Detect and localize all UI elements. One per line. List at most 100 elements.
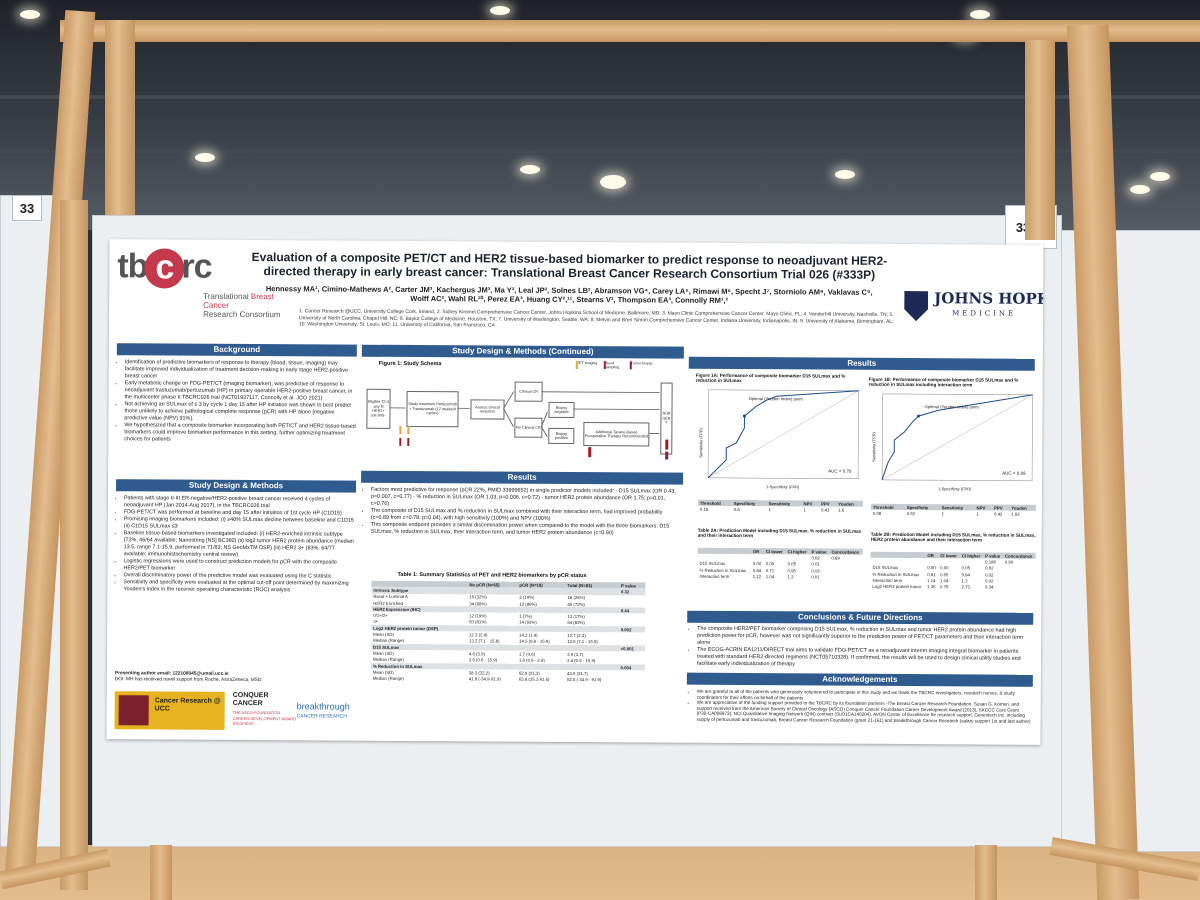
disclosure: DOI: MH has received travel support from… [114, 677, 262, 684]
ucc-logo: Cancer Research @ UCC [114, 691, 225, 730]
methods-item: Logistic regressions were used to constr… [124, 558, 356, 573]
wood-post [105, 20, 135, 215]
ceiling-light [600, 175, 626, 189]
ack-item: We are appreciative of the funding suppo… [697, 700, 1031, 724]
conclusions-item: The ECOG-ACRIN EA1211/DIRECT trial aims … [697, 647, 1031, 670]
ceiling-light [1150, 172, 1170, 181]
table-row: 0.18 0.6 1 1 0.41 1.6 [698, 506, 863, 513]
ceiling-light [970, 10, 990, 19]
fig1a-table: Threshold Specificity Sensitivity NPV PPV You… [697, 499, 863, 514]
table2a-title: Table 2A: Prediction Model including D15… [697, 527, 862, 539]
study-design-header: Study Design & Methods [115, 479, 357, 493]
flow-connectors [389, 391, 660, 438]
pet-arrow-icon [399, 361, 578, 434]
fig1b-title: Figure 1B: Performance of composite biom… [868, 376, 1019, 388]
poster-title: Evaluation of a composite PET/CT and HER… [251, 250, 888, 282]
table-cell: 52.5 (-34.9 - 91.9) [566, 677, 602, 683]
table1: No pCR (N=65) pCR (N=18) Total (N=83) P val… [370, 580, 646, 683]
jhu-medicine: MEDICINE [952, 309, 1017, 318]
table-cell: P value [983, 552, 1003, 559]
table-row: 0.08 0.62 1 1 0.42 1.62 [871, 510, 1036, 517]
table-cell: 0.42 [993, 511, 1003, 517]
ylabel-1a: Sensitivity (TPR) [698, 427, 703, 457]
table-row: Log2 HER2 protein tumor 1.35 0.76 2.73 0.34 [870, 583, 1035, 590]
table-row: Interaction term 1.12 1.04 1.3 0.01 [697, 573, 862, 580]
ceiling-light [520, 165, 540, 174]
breakthrough-sub: CANCER RESEARCH [296, 713, 347, 720]
research-poster: tb c rc Translational Breast Cancer Resear… [106, 239, 1044, 745]
conquer-cancer-logo: CONQUER CANCER [232, 691, 269, 708]
wood-leg [150, 845, 172, 900]
ceiling-beam [0, 150, 1200, 153]
ceiling-light [835, 170, 855, 179]
top-rail [60, 20, 1200, 42]
table-cell: 1.35 [927, 584, 936, 590]
schema-arrows [389, 361, 669, 460]
poster-affiliations: 1. Cancer Research @UCC, University Coll… [298, 308, 894, 329]
breakthrough-logo: breakthrough [296, 701, 350, 712]
logo-sub-text-2: Research Consortium [203, 309, 281, 320]
optimal-label-1b: Optimal (Youden Index) point [925, 404, 980, 409]
background-text: Identification of predictive biomarkers … [116, 359, 357, 444]
ceiling-light [20, 10, 40, 19]
table-cell: 1.62 [1011, 511, 1020, 517]
conclusions-text: The composite HER2/PET biomarker compris… [689, 626, 1031, 670]
optimal-point-1b [916, 414, 920, 418]
table-cell [1003, 584, 1036, 590]
ylabel-1b: Sensitivity (TPR) [871, 431, 876, 461]
table-cell: Concordance [829, 548, 863, 556]
results-text: Factors most predictive for response (pC… [363, 487, 681, 538]
table-cell [829, 574, 862, 580]
table2b-title: Table 2B: Prediction Model including D15… [870, 531, 1036, 543]
left-booth-tag: 33 [12, 195, 42, 221]
results-header-mid: Results [361, 470, 684, 485]
methods-item: Promising imaging biomarkers included: (… [124, 516, 356, 531]
ucc-crest-icon [118, 695, 149, 726]
conclusions-item: The composite HER2/PET biomarker compris… [697, 626, 1031, 649]
table-cell: 0.62 [906, 510, 916, 517]
table-cell: 0.6 [733, 506, 740, 512]
table-cell: 63.8 (25.1-91.5) [518, 676, 550, 682]
ceiling-light [490, 6, 510, 15]
table-cell: 1.6 [838, 507, 845, 513]
blood-arrow-icon [399, 361, 669, 458]
table-cell: 1 [976, 511, 979, 517]
table-cell: Log2 HER2 protein tumor [872, 583, 922, 590]
table-cell: CI lower [763, 548, 786, 555]
table-cell: 41.8 (-34.9-91.9) [468, 676, 501, 682]
jhu-name: JOHNS HOPKINS [934, 289, 1044, 309]
table2b: OR CI lower CI higher P value Concordance 0.1… [870, 551, 1036, 591]
methods-item: Sensitivity and specificity were evaluat… [123, 579, 355, 594]
table-cell: Interaction term [699, 573, 730, 579]
table1-title: Table 1: Summary Statistics of PET and H… [397, 571, 587, 580]
methods-item: Patients with stage II-III ER-negative/H… [124, 495, 356, 510]
optimal-label-1a: Optimal (Youden Index) point [749, 396, 804, 401]
table-cell: 0.34 [984, 584, 994, 590]
wood-leg [975, 845, 997, 900]
conclusions-header: Conclusions & Future Directions [687, 610, 1034, 625]
roc-chart-1b: Optimal (Youden Index) point AUC = 0.89 … [871, 393, 1033, 491]
table-cell: 1 [803, 507, 806, 513]
shield-icon [904, 291, 928, 321]
table-cell: 1.12 [752, 573, 762, 579]
johns-hopkins-logo: JOHNS HOPKINS MEDICINE [904, 289, 1044, 332]
table-cell: Concordance [1002, 552, 1036, 560]
background-item: Early metabolic change on FDG-PET/CT (im… [125, 380, 357, 402]
background-header: Background [116, 343, 357, 357]
fig1a-title: Figure 1A: Performance of composite biom… [695, 372, 846, 384]
wood-post [1025, 40, 1055, 240]
roc-chart-1a: Optimal (Youden Index) point AUC = 0.78 … [698, 389, 859, 489]
table-cell: 1 [768, 507, 772, 513]
methods-text: Patients with stage II-III ER-negative/H… [115, 495, 356, 594]
logo-sub-text: Translational [203, 291, 251, 302]
table-cell: 1.04 [765, 573, 775, 580]
table-cell: % Reduction in SULmax [872, 571, 920, 577]
results-header-right: Results [688, 356, 1035, 371]
xlabel-1a: 1-Specificity (FPR) [766, 484, 800, 489]
auc-1b: AUC = 0.89 [1002, 471, 1026, 476]
xlabel-1b: 1-Specificity (FPR) [938, 486, 972, 491]
table-cell: CI higher [959, 552, 984, 559]
optimal-point-1a [742, 414, 746, 418]
logo-text-tb: tb [117, 247, 148, 286]
ceiling-light [1130, 185, 1150, 194]
